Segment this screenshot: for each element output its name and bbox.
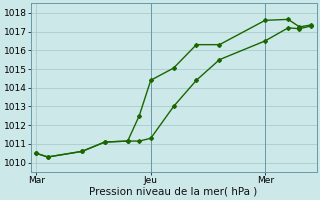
X-axis label: Pression niveau de la mer( hPa ): Pression niveau de la mer( hPa ) bbox=[90, 187, 258, 197]
